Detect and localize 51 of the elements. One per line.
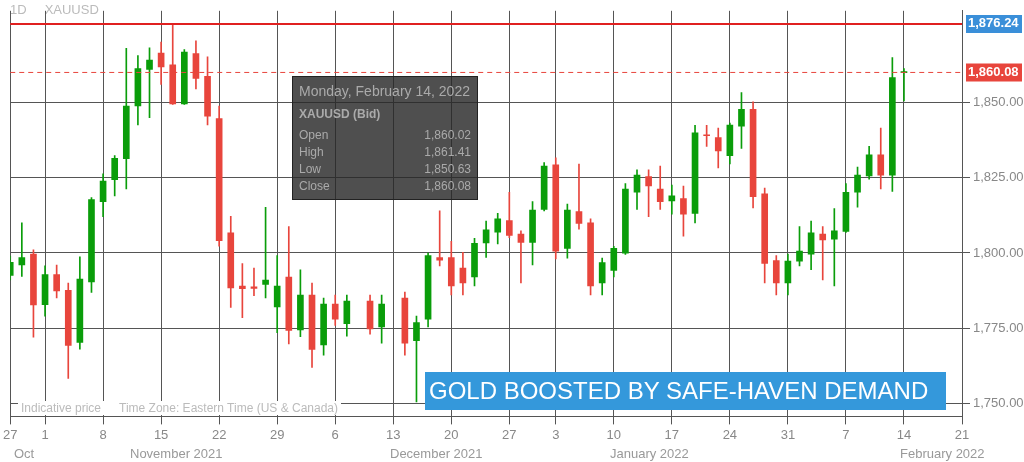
y-tick-label: 1,775.00 — [973, 319, 1024, 335]
annotation: XAUUSD — [44, 2, 99, 17]
annotation: Time Zone: Eastern Time (US & Canada) — [119, 401, 339, 415]
text: December 2021 — [390, 446, 483, 461]
x-tick-label: 8 — [99, 426, 107, 442]
y-tick-label: 1,800.00 — [973, 244, 1024, 260]
x-tick-label: 27 — [3, 426, 18, 442]
text: GOLD BOOSTED BY SAFE-HAVEN DEMAND — [425, 372, 947, 410]
x-tick-label: 24 — [722, 426, 738, 442]
text: November 2021 — [130, 446, 223, 461]
x-tick-label: 13 — [386, 426, 401, 442]
annotation: Open — [299, 127, 329, 144]
candlestick — [668, 184, 676, 215]
x-tick-label: 27 — [502, 426, 517, 442]
x-tick-label: 15 — [153, 426, 169, 442]
annotation: 1,860.02 — [424, 127, 471, 144]
x-tick-label: 17 — [664, 426, 680, 442]
candlestick — [819, 226, 827, 281]
annotation: XAUUSD (Bid) — [299, 107, 382, 121]
x-tick-label: 14 — [896, 426, 912, 442]
annotation: 1,861.41 — [424, 144, 471, 161]
y-tick-label: 1,750.00 — [973, 394, 1024, 410]
x-tick-label: 6 — [331, 426, 339, 442]
x-tick-label: 29 — [269, 426, 285, 442]
y-tick-label: 1,825.00 — [973, 169, 1024, 185]
x-tick-label: 31 — [780, 426, 796, 442]
candlestick — [575, 163, 583, 230]
x-tick-label: 3 — [552, 426, 560, 442]
candlestick — [830, 208, 838, 287]
text: January 2022 — [610, 446, 689, 461]
annotation: 1,860.08 — [424, 178, 471, 195]
ref-line-label: 1,860.08 — [968, 64, 1019, 80]
annotation: Close — [299, 178, 330, 195]
text: February 2022 — [900, 446, 985, 461]
annotation: Indicative price — [21, 401, 102, 415]
x-tick-label: 22 — [211, 426, 227, 442]
annotation: 1D — [10, 2, 27, 17]
candlestick — [517, 230, 525, 284]
x-tick-label: 7 — [842, 426, 850, 442]
y-tick-label: 1,850.00 — [973, 94, 1024, 110]
annotation: Low — [299, 161, 322, 178]
text: Oct — [14, 446, 35, 461]
candlestick — [436, 210, 444, 267]
x-tick-label: 1 — [41, 426, 49, 442]
x-tick-label: 20 — [444, 426, 459, 442]
ref-line-label: 1,876.24 — [968, 15, 1020, 31]
annotation: High — [299, 144, 324, 161]
x-tick-label: 21 — [954, 426, 970, 442]
annotation: 1,850.63 — [424, 161, 471, 178]
x-tick-label: 10 — [606, 426, 622, 442]
annotation: Monday, February 14, 2022 — [299, 83, 471, 99]
